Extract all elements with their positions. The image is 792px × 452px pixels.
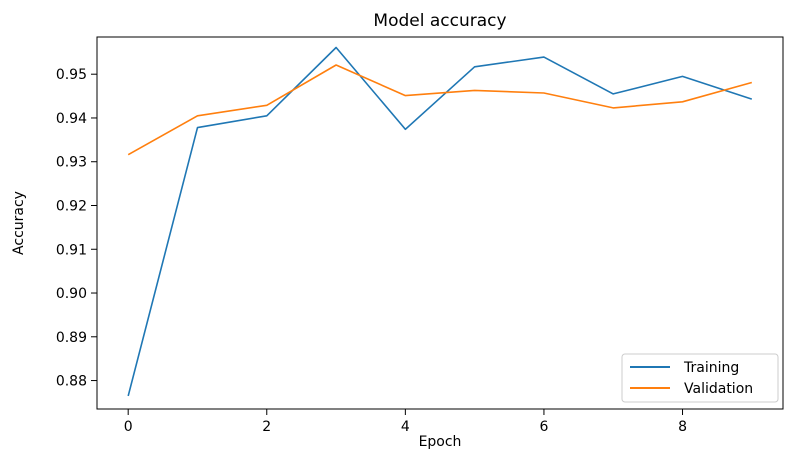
chart-title: Model accuracy (373, 11, 506, 31)
legend-label-training: Training (683, 360, 739, 376)
y-tick-label: 0.95 (56, 67, 87, 83)
y-tick-label: 0.88 (56, 374, 87, 390)
x-tick-label: 0 (124, 419, 133, 435)
y-axis-ticks: 0.88 0.89 0.90 0.91 0.92 0.93 0.94 0.95 (56, 67, 97, 390)
x-axis-ticks: 0 2 4 6 8 (124, 409, 687, 435)
x-tick-label: 8 (678, 419, 687, 435)
series-line-validation (127, 64, 753, 156)
series-line-training (127, 46, 753, 397)
legend: Training Validation (621, 353, 779, 403)
plot-frame (96, 36, 784, 410)
y-tick-label: 0.90 (56, 286, 87, 302)
x-tick-label: 2 (262, 419, 271, 435)
y-tick-label: 0.92 (56, 198, 87, 214)
x-tick-label: 6 (539, 419, 548, 435)
x-axis-label: Epoch (419, 434, 462, 450)
legend-label-validation: Validation (684, 381, 753, 397)
y-tick-label: 0.93 (56, 155, 87, 171)
y-tick-label: 0.94 (56, 111, 87, 127)
x-tick-label: 4 (401, 419, 410, 435)
y-tick-label: 0.89 (56, 330, 87, 346)
y-tick-label: 0.91 (56, 242, 87, 258)
series-layer (127, 46, 753, 397)
y-axis-label: Accuracy (11, 191, 27, 255)
